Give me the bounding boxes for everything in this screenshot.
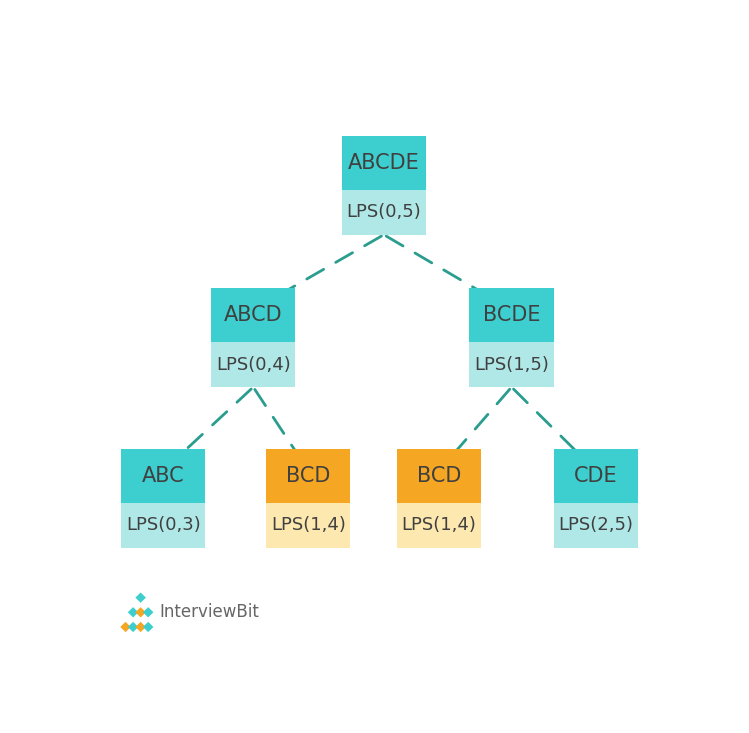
- Bar: [554, 503, 638, 548]
- Text: BCD: BCD: [417, 466, 461, 486]
- Text: CDE: CDE: [574, 466, 617, 486]
- Bar: [121, 449, 205, 503]
- Bar: [267, 503, 351, 548]
- Polygon shape: [143, 607, 154, 617]
- Bar: [554, 449, 638, 503]
- Text: ABC: ABC: [142, 466, 184, 486]
- Polygon shape: [128, 607, 139, 617]
- Bar: [211, 288, 295, 342]
- Text: BCDE: BCDE: [483, 305, 540, 325]
- Bar: [211, 342, 295, 387]
- Polygon shape: [136, 607, 146, 617]
- Text: BCD: BCD: [286, 466, 330, 486]
- Polygon shape: [128, 622, 139, 632]
- Bar: [397, 449, 481, 503]
- Polygon shape: [121, 622, 131, 632]
- Polygon shape: [143, 622, 154, 632]
- Text: LPS(0,4): LPS(0,4): [216, 356, 291, 374]
- Text: InterviewBit: InterviewBit: [160, 603, 259, 622]
- Text: ABCD: ABCD: [224, 305, 282, 325]
- Bar: [470, 288, 554, 342]
- Bar: [342, 190, 426, 235]
- Bar: [397, 503, 481, 548]
- Text: LPS(1,4): LPS(1,4): [271, 516, 346, 534]
- Text: LPS(1,4): LPS(1,4): [401, 516, 476, 534]
- Bar: [267, 449, 351, 503]
- Text: LPS(0,3): LPS(0,3): [126, 516, 201, 534]
- Text: LPS(0,5): LPS(0,5): [347, 203, 421, 221]
- Polygon shape: [136, 592, 146, 603]
- Bar: [121, 503, 205, 548]
- Polygon shape: [136, 622, 146, 632]
- Bar: [470, 342, 554, 387]
- Text: LPS(2,5): LPS(2,5): [558, 516, 633, 534]
- Text: ABCDE: ABCDE: [348, 152, 419, 173]
- Text: LPS(1,5): LPS(1,5): [474, 356, 549, 374]
- Bar: [342, 136, 426, 190]
